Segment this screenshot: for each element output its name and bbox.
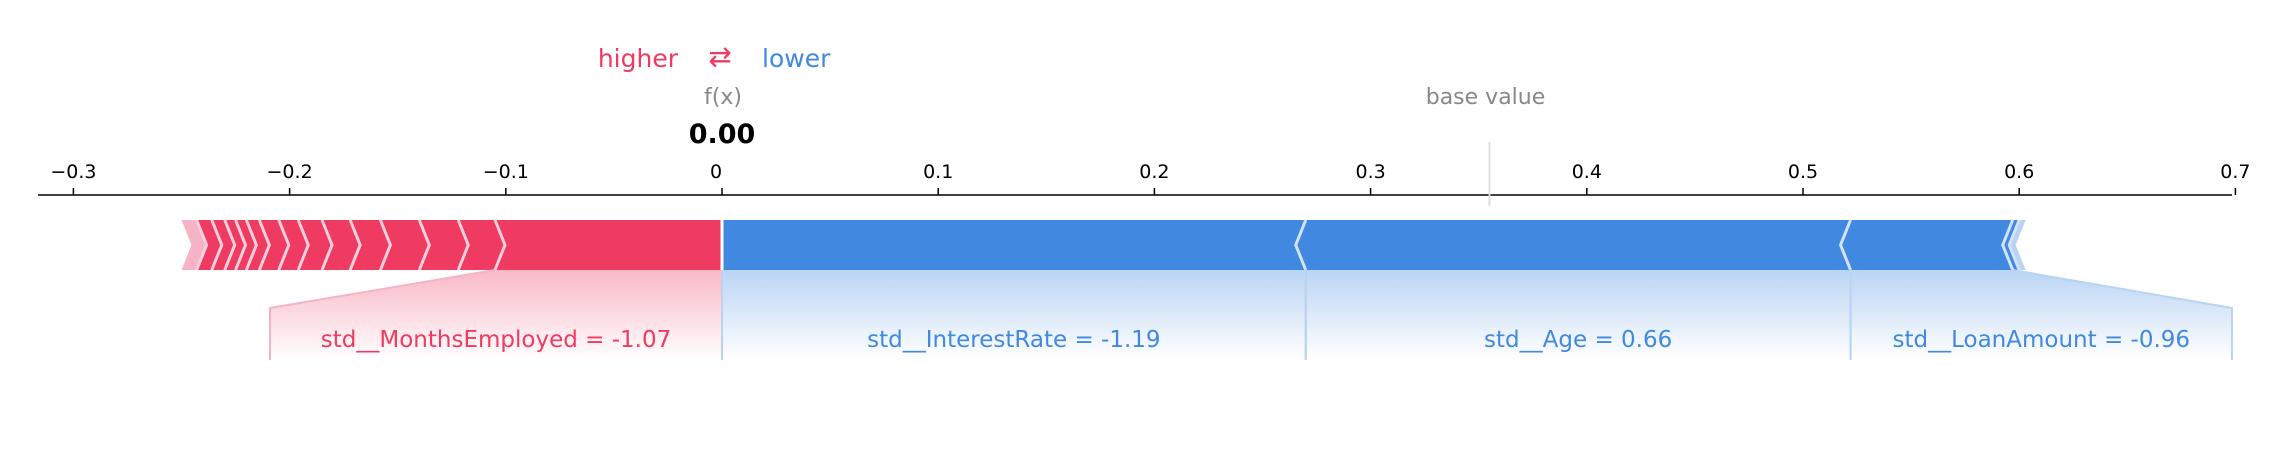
separator-higher bbox=[244, 219, 258, 271]
separator-lower bbox=[2007, 219, 2021, 271]
feature-bracket-line bbox=[269, 269, 496, 360]
legend-swap-icon: ⇄ bbox=[708, 40, 731, 73]
separator-higher bbox=[417, 219, 431, 271]
bar-segment-higher bbox=[494, 220, 722, 270]
separator-lower bbox=[1294, 219, 1308, 271]
separator-higher bbox=[320, 219, 334, 271]
x-tick-label: 0.5 bbox=[1788, 161, 1818, 183]
feature-bracket-line bbox=[2012, 269, 2233, 360]
x-tick-label: −0.2 bbox=[267, 161, 313, 183]
base-value-label: base value bbox=[1426, 85, 1546, 110]
separator-higher bbox=[379, 219, 393, 271]
feature-label: std__MonthsEmployed = -1.07 bbox=[321, 327, 671, 353]
bar-segment-higher bbox=[278, 220, 309, 270]
bar-segment-higher bbox=[259, 220, 289, 270]
bar-segment-higher bbox=[322, 220, 361, 270]
bar-segment-lower bbox=[2002, 220, 2020, 270]
x-tick-label: −0.1 bbox=[483, 161, 529, 183]
x-tick-label: −0.3 bbox=[50, 161, 96, 183]
bar-segment-higher bbox=[298, 220, 333, 270]
separator-higher bbox=[493, 219, 507, 271]
separator-higher bbox=[234, 219, 248, 271]
x-tick-label: 0.6 bbox=[2004, 161, 2034, 183]
bar-segment-lower bbox=[1840, 220, 2013, 270]
legend-lower: lower bbox=[762, 44, 831, 73]
legend-higher: higher bbox=[598, 44, 679, 73]
x-tick-label: 0.4 bbox=[1572, 161, 1602, 183]
feature-label-region bbox=[1850, 270, 2232, 360]
x-tick-label: 0.2 bbox=[1139, 161, 1169, 183]
feature-label: std__LoanAmount = -0.96 bbox=[1893, 327, 2191, 353]
feature-label-region bbox=[722, 270, 1306, 360]
bar-segment-higher bbox=[380, 220, 430, 270]
separator-lower bbox=[1838, 219, 1852, 271]
fx-value: 0.00 bbox=[689, 119, 756, 150]
separator-higher bbox=[195, 219, 209, 271]
separator-higher bbox=[277, 219, 291, 271]
feature-label: std__Age = 0.66 bbox=[1484, 327, 1672, 353]
bar-segment-higher bbox=[458, 220, 505, 270]
x-tick-label: 0.7 bbox=[2220, 161, 2250, 183]
bar-segment-higher bbox=[419, 220, 469, 270]
bar-segment-higher bbox=[350, 220, 391, 270]
x-tick-label: 0.1 bbox=[923, 161, 953, 183]
separator-higher bbox=[456, 219, 470, 271]
feature-label-region bbox=[270, 270, 722, 360]
feature-label: std__InterestRate = -1.19 bbox=[867, 327, 1160, 353]
bar-segment-lower bbox=[2009, 220, 2026, 270]
separator-higher bbox=[296, 219, 310, 271]
separator-lower bbox=[2001, 219, 2015, 271]
feature-label-region bbox=[1305, 270, 1851, 360]
x-tick-label: 0.3 bbox=[1355, 161, 1385, 183]
bar-segment-lower bbox=[1295, 220, 1851, 270]
bar-segment-lower bbox=[722, 220, 1306, 270]
separator-higher bbox=[210, 219, 224, 271]
separator-higher bbox=[257, 219, 271, 271]
separator-higher bbox=[348, 219, 362, 271]
x-tick-label: 0 bbox=[710, 161, 722, 183]
fx-label: f(x) bbox=[704, 85, 742, 110]
separator-higher bbox=[223, 219, 237, 271]
